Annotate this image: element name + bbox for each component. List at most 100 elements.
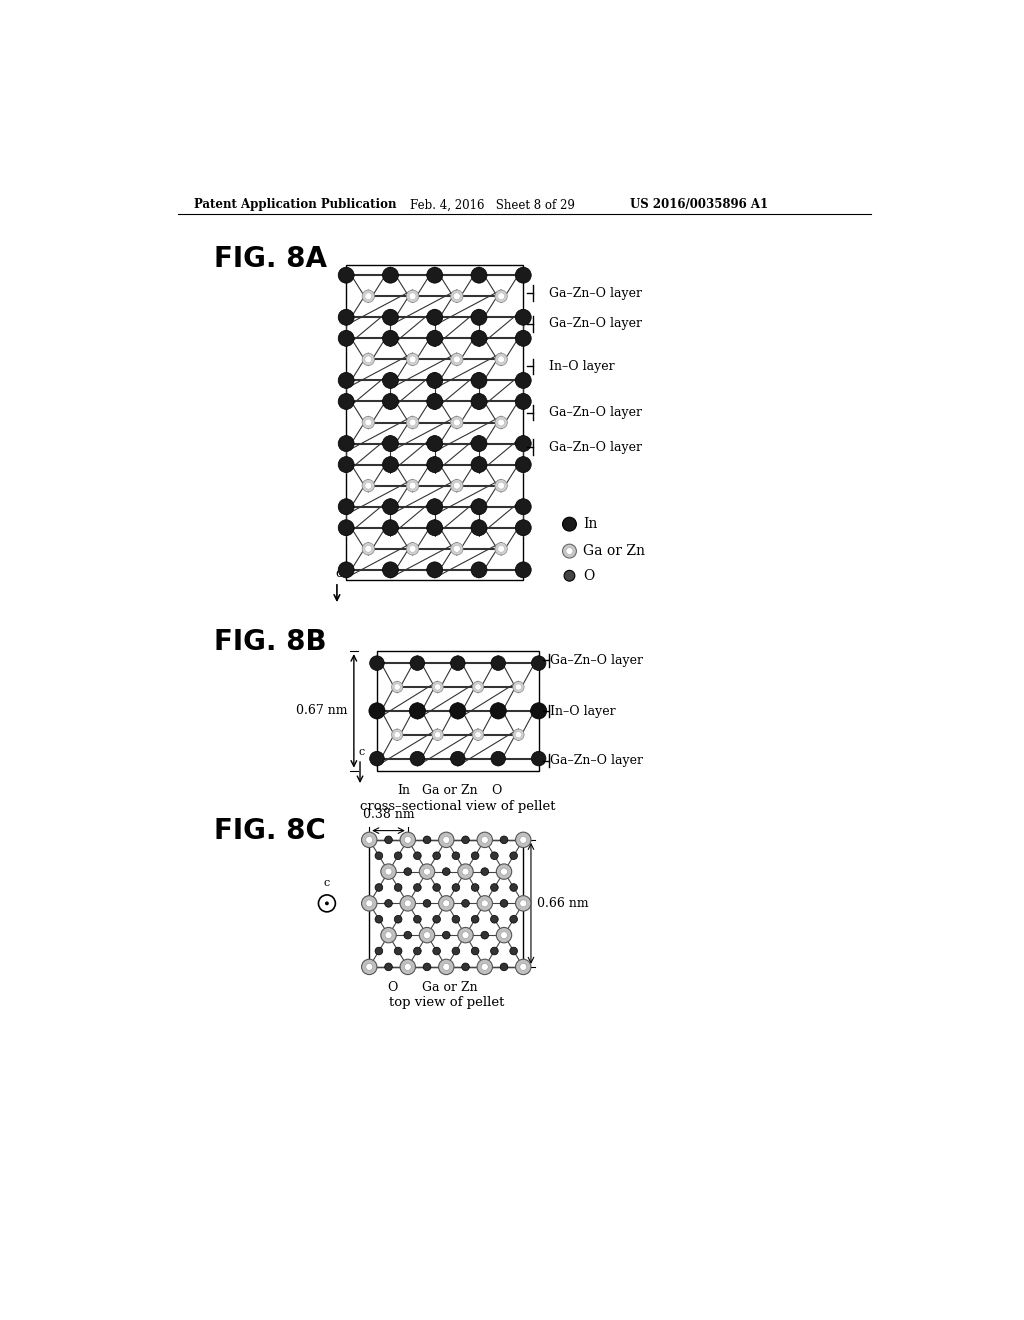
Circle shape <box>383 393 398 409</box>
Circle shape <box>365 545 372 552</box>
Circle shape <box>481 837 488 843</box>
Circle shape <box>442 867 451 875</box>
Circle shape <box>338 562 354 578</box>
Circle shape <box>433 948 440 954</box>
Circle shape <box>490 851 499 859</box>
Circle shape <box>433 851 440 859</box>
Circle shape <box>490 751 506 766</box>
Circle shape <box>410 356 416 363</box>
Circle shape <box>495 354 507 366</box>
Circle shape <box>427 457 442 473</box>
Circle shape <box>404 837 412 843</box>
Text: US 2016/0035896 A1: US 2016/0035896 A1 <box>630 198 768 211</box>
Text: In: In <box>584 517 598 531</box>
Circle shape <box>490 915 499 923</box>
Circle shape <box>385 964 392 970</box>
Circle shape <box>424 932 430 939</box>
Circle shape <box>383 330 398 346</box>
Text: Patent Application Publication: Patent Application Publication <box>194 198 396 211</box>
Circle shape <box>427 393 442 409</box>
Circle shape <box>427 562 442 578</box>
Circle shape <box>400 832 416 847</box>
Circle shape <box>325 902 329 906</box>
Circle shape <box>515 896 531 911</box>
Circle shape <box>450 702 466 719</box>
Circle shape <box>451 354 463 366</box>
Circle shape <box>427 436 442 451</box>
Circle shape <box>442 964 450 970</box>
Circle shape <box>383 499 398 515</box>
Circle shape <box>365 482 372 488</box>
Text: Feb. 4, 2016   Sheet 8 of 29: Feb. 4, 2016 Sheet 8 of 29 <box>410 198 574 211</box>
Circle shape <box>475 731 481 738</box>
Circle shape <box>471 883 479 891</box>
Circle shape <box>471 436 487 451</box>
Circle shape <box>471 520 487 536</box>
Circle shape <box>471 393 487 409</box>
Circle shape <box>454 482 460 488</box>
Text: 0.66 nm: 0.66 nm <box>538 896 589 909</box>
Circle shape <box>423 836 431 843</box>
Circle shape <box>442 837 450 843</box>
Circle shape <box>477 832 493 847</box>
Text: Ga–Zn–O layer: Ga–Zn–O layer <box>549 286 642 300</box>
Circle shape <box>366 837 373 843</box>
Circle shape <box>471 851 479 859</box>
Circle shape <box>427 330 442 346</box>
Circle shape <box>471 372 487 388</box>
Circle shape <box>394 731 400 738</box>
Text: Ga or Zn: Ga or Zn <box>584 544 645 558</box>
Circle shape <box>490 948 499 954</box>
Circle shape <box>394 883 402 891</box>
Circle shape <box>338 330 354 346</box>
Circle shape <box>419 928 435 942</box>
Text: In: In <box>397 784 411 797</box>
Circle shape <box>451 479 463 492</box>
Circle shape <box>501 932 508 939</box>
Circle shape <box>375 883 383 891</box>
Circle shape <box>462 836 469 843</box>
Circle shape <box>564 570 574 581</box>
Circle shape <box>515 960 531 974</box>
Circle shape <box>472 681 483 693</box>
Circle shape <box>495 416 507 429</box>
Circle shape <box>497 863 512 879</box>
Circle shape <box>471 330 487 346</box>
Circle shape <box>520 837 526 843</box>
Circle shape <box>475 684 481 690</box>
Circle shape <box>385 932 392 939</box>
Circle shape <box>471 948 479 954</box>
Circle shape <box>513 729 524 741</box>
Circle shape <box>531 751 546 766</box>
Circle shape <box>383 457 398 473</box>
Circle shape <box>375 915 383 923</box>
Circle shape <box>394 851 402 859</box>
Circle shape <box>433 883 440 891</box>
Circle shape <box>318 895 336 912</box>
Circle shape <box>515 457 531 473</box>
Circle shape <box>515 520 531 536</box>
Circle shape <box>362 479 375 492</box>
Circle shape <box>394 684 400 690</box>
Circle shape <box>385 869 392 875</box>
Text: Ga or Zn: Ga or Zn <box>422 981 478 994</box>
Circle shape <box>410 293 416 300</box>
Circle shape <box>370 751 384 766</box>
Circle shape <box>498 293 505 300</box>
Text: Ga–Zn–O layer: Ga–Zn–O layer <box>549 317 642 330</box>
Circle shape <box>471 562 487 578</box>
Circle shape <box>338 499 354 515</box>
Bar <box>370 840 523 966</box>
Circle shape <box>362 416 375 429</box>
Circle shape <box>338 457 354 473</box>
Circle shape <box>338 520 354 536</box>
Circle shape <box>495 479 507 492</box>
Circle shape <box>442 900 450 907</box>
Circle shape <box>462 932 469 939</box>
Circle shape <box>400 960 416 974</box>
Circle shape <box>454 545 460 552</box>
Circle shape <box>566 548 572 554</box>
Circle shape <box>338 393 354 409</box>
Circle shape <box>410 702 425 719</box>
Circle shape <box>498 356 505 363</box>
